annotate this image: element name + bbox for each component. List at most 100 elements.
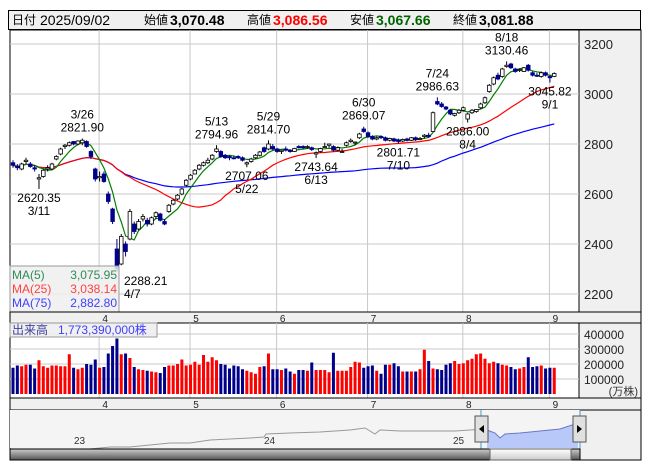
annotation-date: 8/18 xyxy=(495,30,519,44)
candle-body xyxy=(534,74,540,77)
candle xyxy=(370,135,375,141)
volume-bar xyxy=(41,366,45,394)
volume-bar xyxy=(258,367,262,394)
candle-body xyxy=(352,141,358,144)
candle xyxy=(110,207,115,224)
navigator-scrollbar-thumb[interactable] xyxy=(489,448,572,461)
candle xyxy=(404,137,410,142)
candle xyxy=(517,68,522,72)
volume-bar xyxy=(336,370,340,394)
volume-bar xyxy=(522,367,526,394)
navigator-right-handle[interactable] xyxy=(572,415,587,443)
candle-body xyxy=(374,137,379,140)
volume-bar xyxy=(353,361,357,394)
candle xyxy=(214,145,219,153)
candle xyxy=(387,137,392,142)
volume-bar xyxy=(93,359,97,394)
candle-body xyxy=(448,109,453,115)
candle-body xyxy=(80,139,85,144)
candle xyxy=(283,146,288,152)
volume-bar xyxy=(479,353,483,394)
candle xyxy=(192,169,198,175)
candle xyxy=(153,211,159,219)
volume-bar xyxy=(115,338,119,394)
candle xyxy=(543,71,548,77)
candle-body xyxy=(270,146,275,150)
candle-body xyxy=(84,141,89,147)
navigator-year-label: 24 xyxy=(264,436,276,447)
candle-body xyxy=(426,134,431,137)
candle xyxy=(309,146,314,151)
volume-bar xyxy=(548,367,552,394)
candle-body xyxy=(67,142,72,146)
candle xyxy=(396,138,401,144)
candle xyxy=(417,137,423,141)
volume-bar xyxy=(137,369,141,394)
candle-body xyxy=(214,148,219,152)
annotation-date: 3/11 xyxy=(28,204,51,218)
candle xyxy=(261,146,267,153)
candle-body xyxy=(192,169,198,175)
volume-bar xyxy=(89,364,93,394)
candle-body xyxy=(300,146,306,149)
volume-bar xyxy=(163,367,167,394)
volume-bar xyxy=(15,365,19,394)
candle-body xyxy=(248,158,254,162)
candle xyxy=(348,138,353,143)
volume-bar xyxy=(67,354,71,394)
volume-tick-label: 200000 xyxy=(584,358,624,372)
candle-body xyxy=(365,132,371,137)
annotation-low: 2801.717/10 xyxy=(377,146,421,173)
candle xyxy=(279,149,284,154)
candle-body xyxy=(205,159,211,164)
candle xyxy=(45,165,50,172)
candle xyxy=(71,141,76,146)
volume-bar xyxy=(297,370,301,394)
candle xyxy=(62,144,68,149)
volume-bar xyxy=(197,364,201,394)
candle xyxy=(539,71,544,78)
candle xyxy=(300,145,306,149)
candle-body xyxy=(430,112,436,132)
candle xyxy=(287,149,293,153)
candle-body xyxy=(491,77,496,85)
volume-bar xyxy=(492,361,496,394)
volume-bar xyxy=(288,371,292,394)
candle-body xyxy=(443,106,449,110)
candle-body xyxy=(309,147,314,150)
volume-bar xyxy=(327,372,331,394)
candle-body xyxy=(409,137,414,141)
navigator-scrollbar[interactable] xyxy=(9,448,581,461)
navigator-selected-range[interactable] xyxy=(487,424,578,448)
candle-body xyxy=(188,174,193,180)
volume-bar xyxy=(167,365,171,394)
candle xyxy=(448,109,453,116)
ma5-value: 3,075.95 xyxy=(70,268,117,282)
ma25-value: 3,038.14 xyxy=(70,282,117,296)
candle xyxy=(80,138,85,146)
volume-bar xyxy=(301,370,305,394)
navigator-left-handle[interactable] xyxy=(474,415,489,443)
candle-body xyxy=(521,67,527,72)
candle xyxy=(23,157,29,164)
annotation-value: 2886.00 xyxy=(446,125,490,139)
ma25-label: MA(25) xyxy=(12,282,51,296)
candle xyxy=(266,140,271,151)
candle xyxy=(552,72,557,78)
candle-body xyxy=(19,163,24,170)
candle-body xyxy=(274,148,280,152)
candle xyxy=(179,187,185,196)
volume-bar xyxy=(24,364,28,394)
ma25-line xyxy=(12,85,555,208)
candle xyxy=(530,71,535,77)
volume-bar xyxy=(245,370,249,394)
volume-bar xyxy=(141,370,145,394)
candle xyxy=(227,155,232,161)
annotation-value: 2707.06 xyxy=(225,169,269,183)
volume-bar xyxy=(392,363,396,394)
annotation-value: 2986.63 xyxy=(416,79,460,93)
